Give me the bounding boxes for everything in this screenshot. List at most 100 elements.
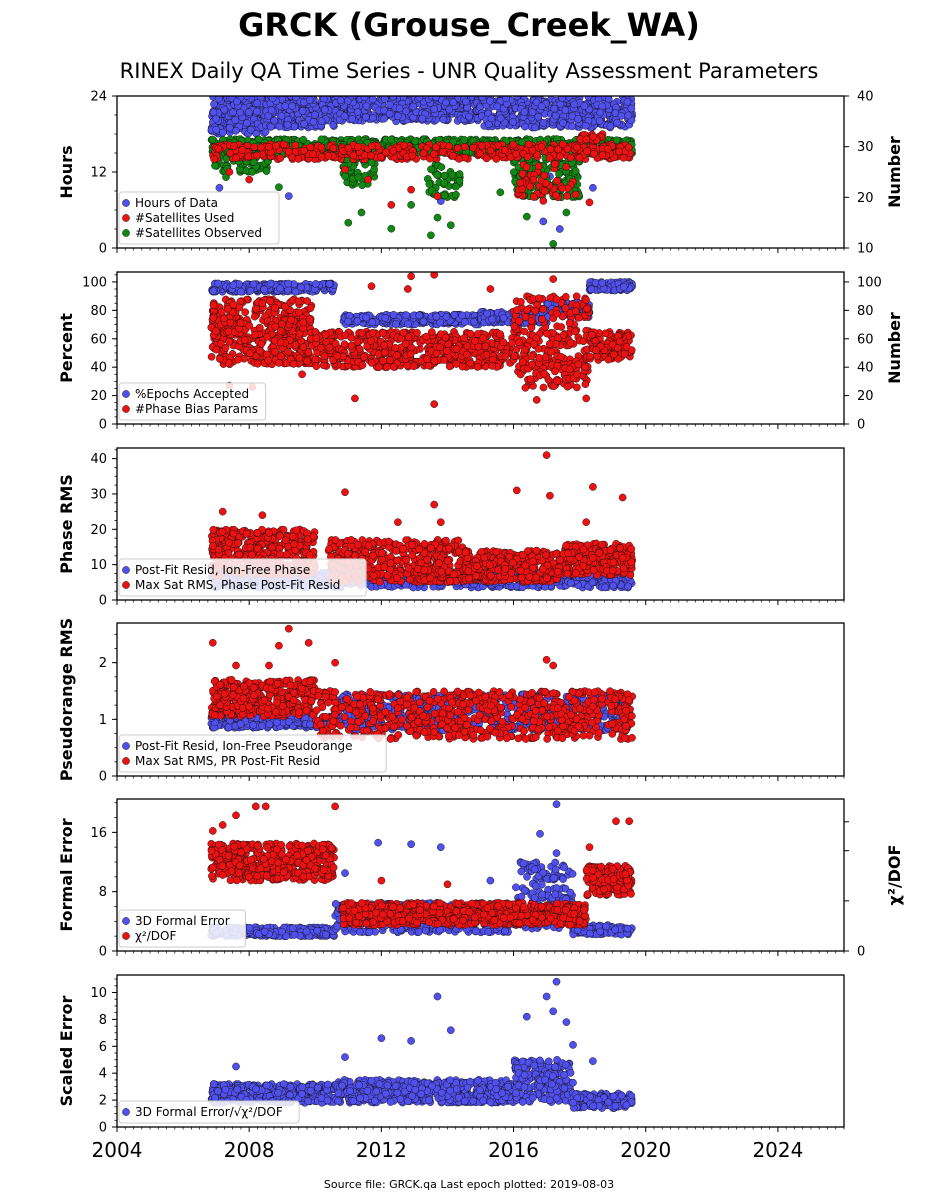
data-point <box>295 354 304 362</box>
data-point <box>211 161 219 170</box>
data-point <box>391 320 400 328</box>
data-point <box>540 187 549 195</box>
data-point <box>362 102 371 110</box>
right-y-axis-label: Number <box>885 136 904 208</box>
data-point <box>475 149 484 158</box>
right-y-tick-label: 30 <box>857 140 874 155</box>
data-point <box>303 297 312 305</box>
data-point <box>312 362 321 371</box>
data-point <box>246 349 254 358</box>
data-point <box>268 96 277 103</box>
data-point <box>214 144 223 153</box>
data-point <box>518 169 527 178</box>
data-point <box>415 311 424 320</box>
data-point <box>522 163 531 172</box>
data-point <box>537 102 546 111</box>
data-point <box>279 140 288 149</box>
chart-title: GRCK (Grouse_Creek_WA) <box>238 6 700 44</box>
data-point <box>316 344 325 352</box>
data-point <box>250 312 259 321</box>
data-point <box>545 154 554 162</box>
data-point <box>482 154 491 163</box>
data-point <box>583 147 591 156</box>
data-point <box>309 117 318 126</box>
data-point <box>509 168 518 177</box>
right-y-tick-label: 10 <box>857 242 874 257</box>
data-point <box>623 97 632 106</box>
data-point <box>209 301 218 309</box>
data-point <box>555 225 564 233</box>
data-point <box>290 122 299 131</box>
data-point <box>534 112 543 121</box>
data-point <box>234 355 242 364</box>
y-tick-label: 24 <box>90 90 107 105</box>
data-point <box>580 102 589 110</box>
data-point <box>453 144 462 152</box>
data-point <box>354 173 363 182</box>
data-point <box>596 108 605 117</box>
data-point <box>242 119 251 127</box>
data-point <box>558 184 567 193</box>
y-tick-label: 0 <box>99 242 107 257</box>
y-axis-label: Hours <box>57 145 76 198</box>
data-point <box>294 297 303 306</box>
data-point <box>265 142 273 151</box>
data-point <box>240 336 249 344</box>
data-point <box>231 116 240 124</box>
data-point <box>317 135 326 144</box>
data-point <box>512 150 520 158</box>
data-point <box>381 314 390 322</box>
data-point <box>624 143 633 152</box>
data-point <box>271 322 280 331</box>
data-point <box>529 193 538 201</box>
legend-marker <box>122 199 130 207</box>
data-point <box>244 108 253 117</box>
data-point <box>528 146 537 155</box>
data-point <box>289 360 298 368</box>
data-point <box>539 197 548 205</box>
data-point <box>241 308 250 317</box>
data-point <box>249 280 258 289</box>
data-point <box>341 165 349 174</box>
data-point <box>264 356 273 365</box>
data-point <box>509 118 517 126</box>
data-point <box>380 114 389 123</box>
data-point <box>418 114 427 123</box>
data-point <box>559 119 567 127</box>
data-point <box>292 96 300 102</box>
data-point <box>520 108 529 116</box>
data-point <box>260 285 269 294</box>
data-point <box>320 105 329 114</box>
data-point <box>305 96 314 104</box>
data-point <box>212 114 220 123</box>
data-point <box>324 152 333 160</box>
data-point <box>589 183 597 192</box>
data-point <box>582 135 591 144</box>
data-point <box>445 142 453 151</box>
data-point <box>367 151 375 160</box>
data-point <box>627 104 636 113</box>
data-point <box>210 100 218 109</box>
data-point <box>465 112 473 121</box>
data-point <box>496 188 505 197</box>
data-point <box>460 136 469 144</box>
data-point <box>433 213 442 222</box>
data-point <box>387 224 396 233</box>
data-point <box>542 179 550 188</box>
data-point <box>436 318 445 327</box>
data-point <box>253 359 262 368</box>
data-point <box>245 321 254 330</box>
data-point <box>455 155 464 163</box>
panel-points <box>207 96 636 248</box>
data-point <box>329 121 338 129</box>
data-point <box>209 313 218 322</box>
data-point <box>566 153 575 162</box>
data-point <box>389 310 398 319</box>
data-point <box>275 122 284 131</box>
data-point <box>439 147 447 156</box>
data-point <box>442 98 450 107</box>
data-point <box>551 111 560 120</box>
data-point <box>237 287 245 296</box>
data-point <box>455 176 464 185</box>
data-point <box>212 327 220 335</box>
